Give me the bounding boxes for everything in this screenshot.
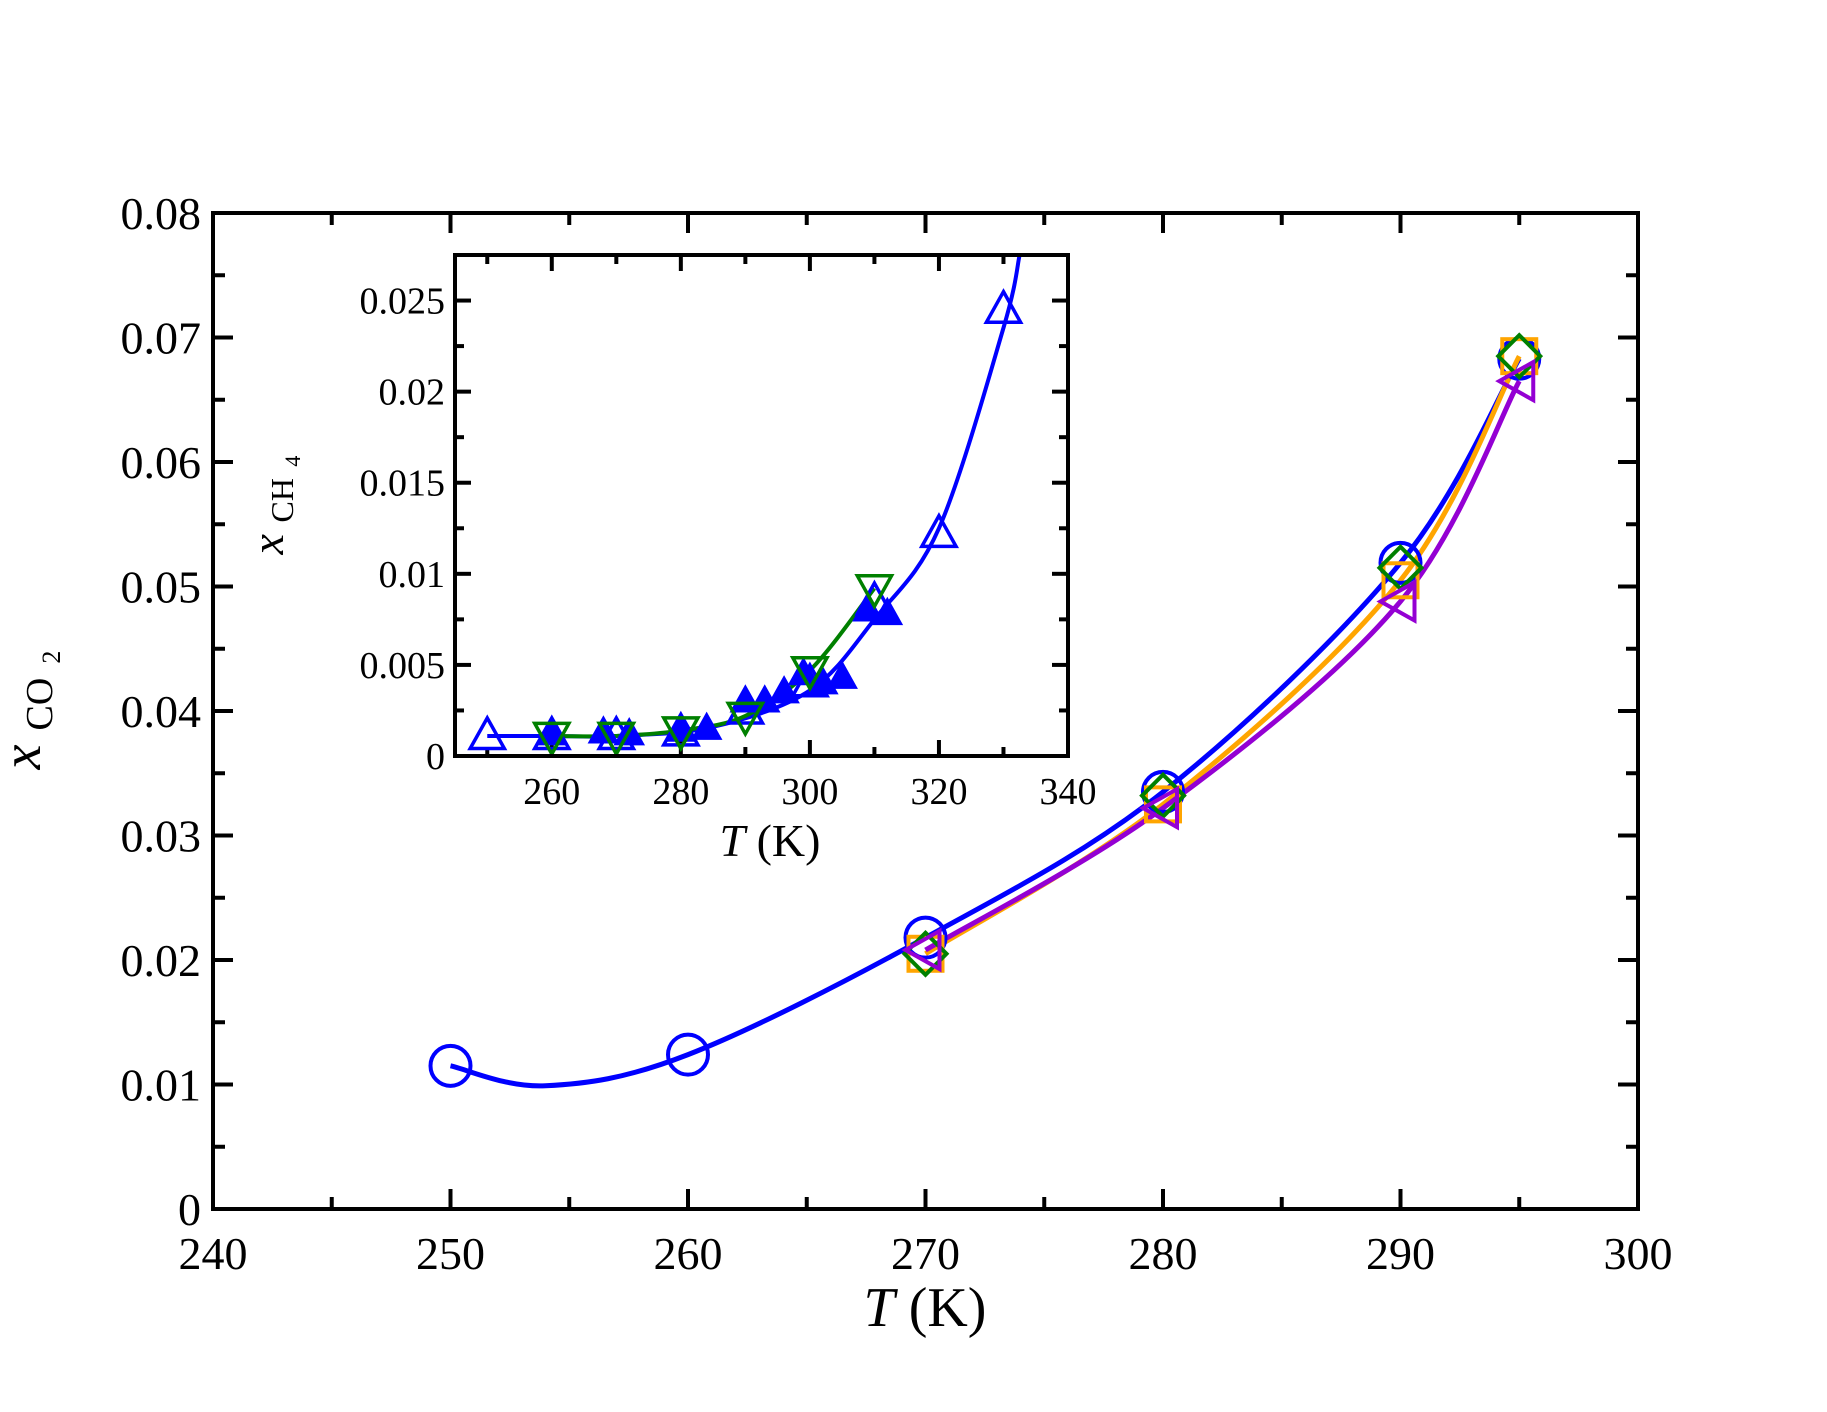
main-ticks — [211, 211, 1640, 1211]
main-xtick-label: 290 — [1366, 1228, 1435, 1279]
main-ytick-label: 0 — [178, 1184, 201, 1235]
main-y-axis-title: x CO 2 — [0, 651, 66, 771]
inset-ytick-label: 0 — [426, 736, 445, 778]
main-marker-squares — [1381, 561, 1420, 600]
main-marker-diamonds — [1495, 332, 1544, 381]
inset-marker-open-down-triangles — [660, 716, 701, 753]
main-xtick-label: 250 — [416, 1228, 485, 1279]
main-markers — [428, 332, 1544, 1088]
inset-plot: 260 280 300 320 34000.0050.010.0150.020.025 … — [242, 253, 1097, 866]
main-marker-circles — [428, 1043, 473, 1088]
inset-xtick-label: 320 — [910, 771, 967, 813]
inset-marker-open-down-triangles — [725, 701, 766, 738]
main-marker-left-triangles — [1495, 358, 1536, 404]
svg-text:x CO 2: x CO 2 — [0, 651, 66, 771]
inset-tick-labels: 260 280 300 320 340 0 0.005 0.01 0.015 0.02 0.025 — [360, 281, 1097, 813]
main-marker-left-triangles — [1138, 785, 1179, 831]
main-ytick-label: 0.04 — [121, 686, 202, 737]
inset-background — [455, 255, 1068, 756]
main-x-axis-title: T (K) — [864, 1277, 987, 1339]
main-ytick-label: 0.01 — [121, 1060, 202, 1111]
main-marker-circles — [903, 915, 948, 960]
main-xtick-label: 280 — [1129, 1228, 1198, 1279]
main-y-axis-subscript: CO — [19, 678, 61, 731]
main-xtick-label: 270 — [891, 1228, 960, 1279]
inset-marker-filled-up-triangles — [826, 660, 858, 689]
svg-text:x CH 4: x CH 4 — [242, 456, 305, 556]
main-ytick-label: 0.06 — [121, 437, 202, 488]
inset-marker-filled-up-triangles — [871, 596, 904, 626]
main-marker-squares — [1500, 337, 1539, 376]
inset-ytick-label: 0.005 — [360, 645, 446, 687]
inset-plot-frame — [453, 253, 1070, 758]
inset-xtick-label: 260 — [523, 771, 580, 813]
main-xtick-label: 260 — [654, 1228, 723, 1279]
inset-ytick-label: 0.015 — [360, 463, 446, 505]
inset-marker-filled-up-triangles — [787, 656, 820, 686]
inset-x-axis-unit: (K) — [757, 815, 821, 866]
inset-x-axis-title: T (K) — [720, 815, 821, 866]
main-ytick-label: 0.02 — [121, 935, 202, 986]
main-marker-left-triangles — [1376, 579, 1417, 624]
inset-markers — [467, 288, 1024, 758]
inset-xtick-label: 280 — [652, 771, 709, 813]
inset-xtick-label: 340 — [1040, 771, 1097, 813]
inset-marker-filled-up-triangles — [690, 711, 723, 740]
main-fit-curve-left-triangles — [924, 379, 1522, 953]
inset-marker-open-down-triangles — [531, 721, 572, 758]
inset-ytick-label: 0.025 — [360, 281, 446, 323]
main-ytick-label: 0.03 — [121, 811, 202, 862]
inset-y-axis-symbol: x — [242, 533, 293, 555]
inset-y-axis-title: x CH 4 — [242, 456, 305, 556]
main-xtick-label: 240 — [179, 1228, 248, 1279]
main-y-axis-symbol: x — [0, 744, 53, 770]
main-tick-labels: 240 250 260 270 280 290 300 0 0.01 0.02 0.03 0.04 0.… — [121, 188, 1673, 1279]
inset-xtick-label: 300 — [781, 771, 838, 813]
inset-y-axis-subscript: CH — [264, 478, 300, 522]
inset-ytick-label: 0.01 — [379, 554, 446, 596]
main-ytick-label: 0.05 — [121, 562, 202, 613]
inset-marker-filled-up-triangles — [768, 675, 800, 704]
main-x-axis-symbol: T — [864, 1277, 899, 1339]
inset-marker-open-down-triangles — [596, 721, 637, 758]
inset-marker-open-up-triangles — [983, 288, 1024, 325]
inset-marker-filled-up-triangles — [535, 717, 568, 746]
inset-marker-open-down-triangles — [854, 574, 895, 610]
inset-marker-open-up-triangles — [918, 512, 960, 549]
inset-y-axis-subsubscript: 4 — [280, 456, 305, 467]
inset-marker-open-up-triangles — [467, 714, 508, 751]
inset-ytick-label: 0.02 — [379, 372, 446, 414]
main-marker-left-triangles — [901, 927, 942, 973]
main-xtick-label: 300 — [1604, 1228, 1673, 1279]
main-y-axis-subsubscript: 2 — [37, 651, 66, 664]
inset-x-axis-symbol: T — [720, 815, 749, 866]
main-ytick-label: 0.08 — [121, 188, 202, 239]
inset-marker-open-down-triangles — [789, 656, 830, 692]
main-ytick-label: 0.07 — [121, 313, 202, 364]
main-x-axis-unit: (K) — [909, 1277, 987, 1339]
main-marker-circles — [1378, 540, 1423, 585]
main-marker-circles — [666, 1032, 710, 1077]
main-plot: 240 250 260 270 280 290 30000.010.020.030.040.… — [0, 188, 1673, 1339]
